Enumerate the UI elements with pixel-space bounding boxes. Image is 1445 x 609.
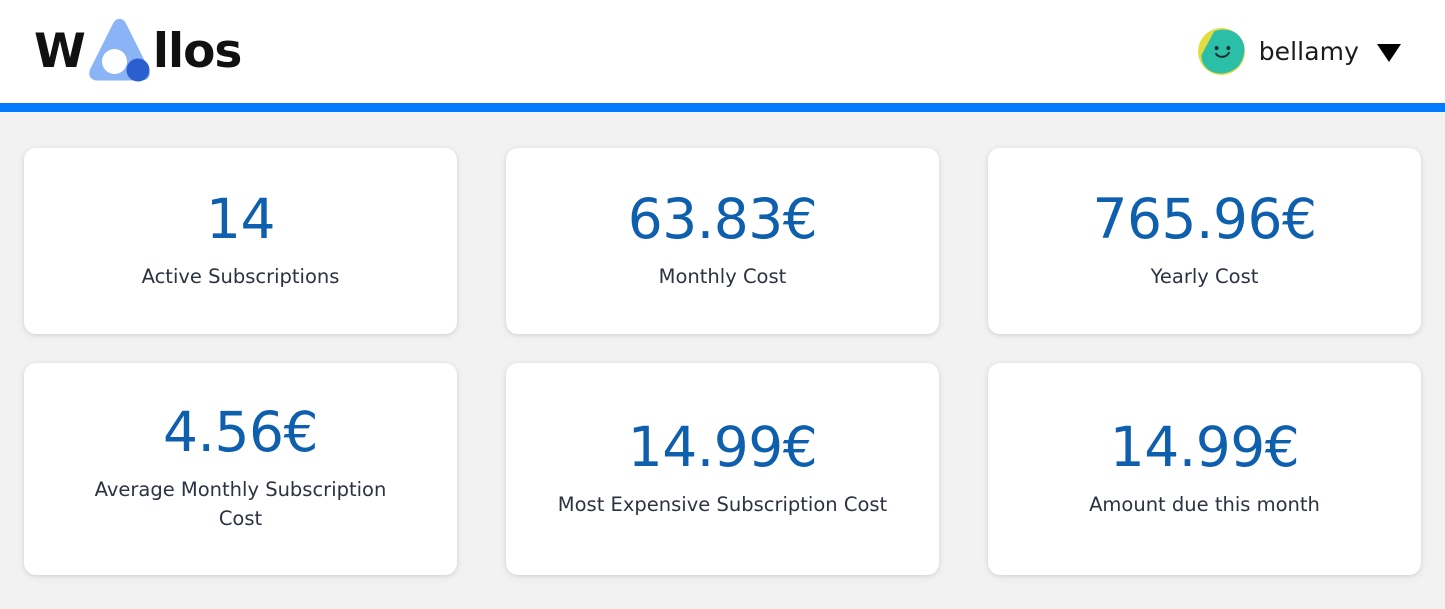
stat-card-active-subscriptions[interactable]: 14 Active Subscriptions: [24, 148, 457, 334]
stat-value: 4.56€: [163, 400, 318, 465]
chevron-down-icon[interactable]: [1377, 43, 1401, 62]
stat-label: Yearly Cost: [1150, 264, 1259, 288]
stat-value: 14.99€: [1109, 415, 1300, 479]
stat-card-amount-due-this-month[interactable]: 14.99€ Amount due this month: [988, 363, 1421, 575]
stat-card-yearly-cost[interactable]: 765.96€ Yearly Cost: [988, 148, 1421, 334]
stat-card-most-expensive-subscription-cost[interactable]: 14.99€ Most Expensive Subscription Cost: [506, 363, 939, 575]
stat-card-average-monthly-subscription-cost[interactable]: 4.56€ Average Monthly Subscription Cost: [24, 363, 457, 575]
dashboard-main: 14 Active Subscriptions 63.83€ Monthly C…: [0, 112, 1445, 575]
stat-value: 63.83€: [627, 187, 818, 251]
user-menu[interactable]: bellamy: [1197, 28, 1401, 75]
stat-label: Monthly Cost: [658, 264, 787, 288]
brand-logo[interactable]: W llos: [34, 16, 242, 88]
brand-text-before: W: [34, 24, 86, 79]
stat-value: 14.99€: [627, 415, 818, 479]
stat-label: Most Expensive Subscription Cost: [557, 492, 888, 516]
stat-card-monthly-cost[interactable]: 63.83€ Monthly Cost: [506, 148, 939, 334]
stat-value: 765.96€: [1092, 187, 1317, 251]
stat-label: Active Subscriptions: [141, 264, 340, 288]
wallos-triangle-logo-icon: [83, 16, 155, 88]
smiley-avatar-icon: [1197, 28, 1245, 75]
brand-text-after: llos: [152, 24, 242, 79]
stats-grid: 14 Active Subscriptions 63.83€ Monthly C…: [24, 148, 1421, 575]
stat-label: Amount due this month: [1089, 492, 1320, 516]
stat-label: Average Monthly Subscription Cost: [94, 478, 387, 531]
stat-value: 14: [206, 187, 276, 251]
app-header: W llos bellamy: [0, 0, 1445, 103]
user-name-label: bellamy: [1258, 37, 1359, 66]
accent-bar: [0, 103, 1445, 112]
